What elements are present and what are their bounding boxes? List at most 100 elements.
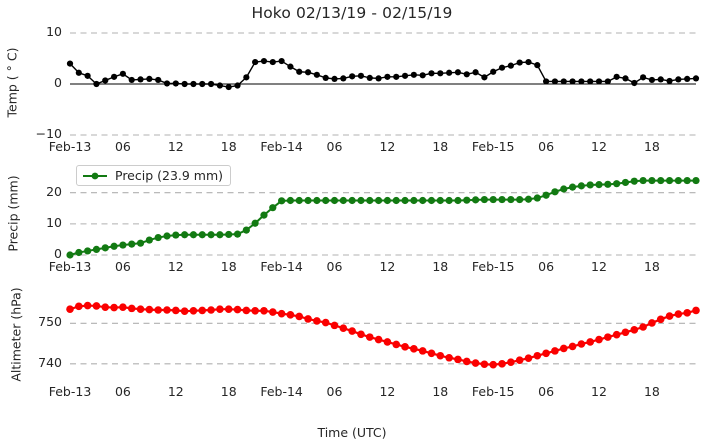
data-point (330, 196, 339, 205)
data-point (516, 59, 523, 66)
data-point (480, 195, 488, 204)
data-point (498, 64, 506, 71)
data-point (172, 80, 179, 87)
data-point (75, 248, 83, 257)
precipitation-legend-label: Precip (23.9 mm) (115, 168, 224, 183)
data-point (233, 230, 242, 238)
data-point (75, 69, 82, 76)
data-point (462, 357, 471, 366)
data-point (595, 335, 603, 344)
data-point (383, 196, 392, 205)
x-tick-label: Feb-13 (48, 384, 92, 399)
temperature-y-axis-label: Temp ( ° C) (4, 47, 20, 118)
data-point (145, 236, 153, 244)
x-tick-label: Feb-13 (48, 139, 92, 154)
data-point (313, 317, 321, 325)
data-point (559, 344, 568, 353)
data-line (69, 179, 697, 256)
page-title: Hoko 02/13/19 - 02/15/19 (251, 4, 453, 22)
x-tick-label: 12 (167, 384, 184, 399)
data-point (243, 74, 250, 81)
data-point (365, 333, 374, 341)
y-tick-label: 10 (46, 214, 62, 230)
data-point (251, 219, 259, 227)
data-point (225, 83, 232, 91)
data-point (75, 302, 83, 311)
data-point (560, 185, 568, 193)
data-point (498, 195, 506, 204)
data-point (534, 62, 541, 69)
data-point (127, 304, 136, 313)
data-point (631, 79, 638, 87)
x-tick-label: 12 (591, 139, 607, 154)
data-point (137, 76, 144, 83)
x-tick-label: 18 (220, 139, 237, 154)
x-tick-label: 12 (167, 139, 184, 154)
data-point (110, 73, 118, 80)
data-point (384, 73, 391, 80)
data-point (454, 69, 462, 76)
data-point (481, 74, 488, 81)
data-point (66, 60, 74, 67)
data-point (410, 345, 418, 353)
data-point (119, 70, 126, 77)
y-tick-label: 750 (38, 314, 62, 330)
data-point (304, 315, 312, 323)
data-point (242, 226, 250, 234)
data-point (490, 68, 497, 75)
data-point (692, 176, 700, 185)
data-point (286, 311, 295, 319)
data-point (507, 195, 515, 204)
data-point (489, 195, 497, 204)
data-point (339, 324, 348, 333)
data-point (304, 196, 312, 205)
data-point (260, 307, 268, 315)
precipitation-legend[interactable]: Precip (23.9 mm) (76, 165, 232, 186)
data-point (189, 231, 198, 239)
data-point (348, 196, 356, 205)
data-point (181, 80, 188, 88)
data-point (578, 78, 585, 85)
data-point (392, 196, 400, 205)
data-point (163, 232, 171, 240)
data-point (674, 310, 683, 318)
data-point (128, 240, 136, 248)
data-point (410, 71, 417, 78)
data-point (418, 347, 427, 355)
data-point (507, 358, 515, 367)
data-point (304, 69, 312, 76)
x-tick-label: Feb-15 (471, 139, 515, 154)
data-point (480, 360, 489, 369)
data-point (110, 303, 118, 312)
data-point (375, 75, 382, 82)
x-axis-label: Time (UTC) (317, 425, 387, 440)
y-tick-label: −10 (35, 126, 62, 141)
data-point (374, 335, 383, 344)
y-tick-label: 0 (54, 246, 62, 261)
data-point (427, 349, 436, 358)
x-tick-label: 12 (379, 259, 396, 274)
data-point (295, 312, 304, 321)
data-point (533, 194, 541, 202)
data-point (595, 181, 603, 189)
x-tick-label: Feb-14 (260, 384, 303, 399)
data-point (648, 176, 656, 185)
x-tick-label: 18 (643, 259, 660, 274)
data-point (146, 75, 153, 82)
data-point (83, 301, 92, 310)
data-point (630, 177, 638, 185)
y-tick-label: 740 (38, 354, 62, 370)
x-tick-label: 12 (379, 384, 396, 399)
data-point (260, 211, 268, 219)
data-point (296, 68, 303, 75)
x-tick-label: 06 (538, 259, 555, 274)
data-point (674, 176, 682, 185)
data-point (207, 306, 215, 314)
data-point (287, 63, 294, 70)
data-point (66, 251, 74, 259)
data-point (322, 196, 330, 205)
data-point (419, 196, 427, 205)
x-tick-label: 12 (379, 139, 396, 154)
data-point (207, 80, 215, 88)
